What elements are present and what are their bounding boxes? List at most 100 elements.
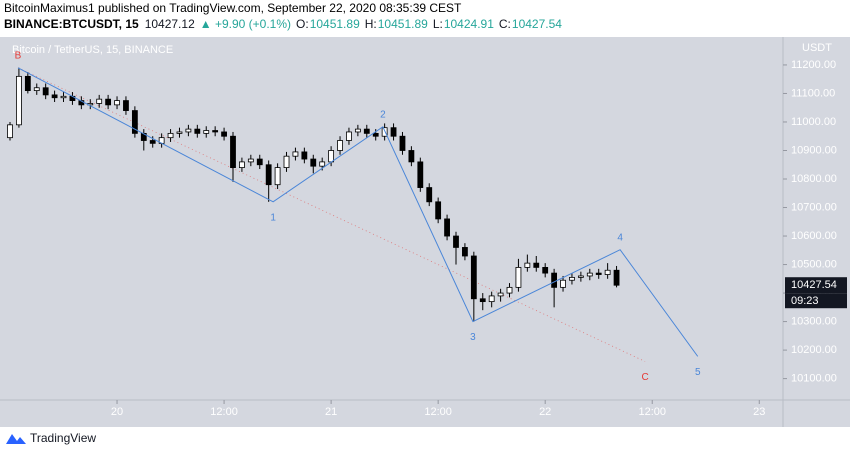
candle-body xyxy=(283,155,290,169)
candle-body xyxy=(381,127,388,137)
candle-body xyxy=(105,98,112,106)
candle-body xyxy=(319,161,326,167)
candle-body xyxy=(247,158,254,163)
y-tick-label: 10500.00 xyxy=(791,258,837,270)
candle-body xyxy=(417,161,424,188)
candle-body xyxy=(399,135,406,151)
candle-body xyxy=(408,150,415,163)
candle-body xyxy=(337,140,343,151)
candle-body xyxy=(453,235,459,248)
candle-body xyxy=(533,262,540,268)
x-tick-label: 12:00 xyxy=(210,406,238,418)
candle-body xyxy=(301,151,308,160)
x-tick-label: 20 xyxy=(111,406,123,418)
candle-body xyxy=(604,269,611,275)
y-tick-label: 10100.00 xyxy=(791,373,837,385)
candle-body xyxy=(221,131,227,137)
candle-body xyxy=(131,110,138,134)
wave-label: 2 xyxy=(380,109,386,120)
candle-body xyxy=(328,150,335,163)
candle-body xyxy=(24,75,31,92)
candle-body xyxy=(613,269,620,286)
candle-body xyxy=(444,218,450,237)
candle-body xyxy=(239,161,245,169)
last-price-box xyxy=(785,277,847,294)
wave-line xyxy=(17,67,699,357)
candle-body xyxy=(96,98,103,104)
candle-body xyxy=(372,132,379,137)
logo-icon xyxy=(6,434,26,444)
candle-body xyxy=(479,298,486,303)
candle-body xyxy=(185,128,192,133)
candle-body xyxy=(176,131,183,134)
candle-body xyxy=(506,286,513,294)
candle-body xyxy=(33,87,40,92)
candle-body xyxy=(256,158,263,166)
candle-body xyxy=(354,128,361,133)
countdown: 09:23 xyxy=(791,295,819,307)
candle-body xyxy=(363,128,370,134)
logo-text: TradingView xyxy=(30,431,96,445)
candle-body xyxy=(60,95,67,99)
y-tick-label: 10200.00 xyxy=(791,344,837,356)
price-unit: USDT xyxy=(802,42,832,54)
y-tick-label: 11100.00 xyxy=(791,87,835,99)
candle-body xyxy=(230,135,236,169)
symbol: BINANCE:BTCUSDT, 15 xyxy=(4,17,139,31)
candle-body xyxy=(212,130,219,133)
chart-background xyxy=(0,37,850,427)
y-tick-label: 10900.00 xyxy=(791,144,837,156)
header-o-label: O: xyxy=(296,17,309,31)
candle-body xyxy=(595,272,602,275)
candle-body xyxy=(265,164,272,186)
candle-body xyxy=(123,100,129,111)
y-tick-label: 10300.00 xyxy=(791,315,837,327)
candle-body xyxy=(346,131,352,141)
last-price-label: 10427.54 xyxy=(791,279,837,291)
candle-body xyxy=(149,140,156,144)
candle-body xyxy=(569,276,575,281)
header-price: 10427.12 xyxy=(145,17,195,31)
candle-body xyxy=(114,100,120,106)
y-tick-label: 10700.00 xyxy=(791,201,837,213)
tradingview-logo: TradingView xyxy=(6,431,96,445)
candle-body xyxy=(42,87,49,96)
wave-label: 4 xyxy=(617,232,623,243)
candle-body xyxy=(435,201,442,220)
header-l-label: L: xyxy=(433,17,443,31)
candle-body xyxy=(497,292,504,297)
candle-body xyxy=(274,167,281,186)
header-o: 10451.89 xyxy=(310,17,360,31)
candle-body xyxy=(488,295,495,303)
wave-label: B xyxy=(15,50,22,61)
header-l: 10424.91 xyxy=(444,17,494,31)
header-h-label: H: xyxy=(365,17,377,31)
plot-area: B 1 2 3 4 5 C xyxy=(7,50,701,383)
candle-body xyxy=(577,275,584,278)
x-tick-label: 12:00 xyxy=(638,406,666,418)
candle-body xyxy=(426,187,433,203)
wave-label: 5 xyxy=(695,367,701,378)
candle-body xyxy=(470,255,477,300)
x-tick-label: 22 xyxy=(539,406,551,418)
x-tick-label: 23 xyxy=(753,406,765,418)
header-c: 10427.54 xyxy=(512,17,562,31)
x-tick-label: 12:00 xyxy=(424,406,452,418)
candle-body xyxy=(586,272,593,277)
publish-info: BitcoinMaximus1 published on TradingView… xyxy=(4,1,462,15)
candle-body xyxy=(7,124,13,139)
candle-body xyxy=(560,279,566,288)
wave-label: C xyxy=(641,372,648,383)
candle-body xyxy=(292,151,299,157)
wave-label: 1 xyxy=(270,212,276,223)
y-tick-label: 11200.00 xyxy=(791,59,836,71)
candle-body xyxy=(542,267,549,274)
y-tick-label: 10600.00 xyxy=(791,230,837,242)
candle-body xyxy=(167,132,174,139)
chart-title: Bitcoin / TetherUS, 15, BINANCE xyxy=(12,44,173,56)
candle-body xyxy=(194,128,201,134)
candle-body xyxy=(524,262,531,268)
candle-body xyxy=(515,267,522,288)
